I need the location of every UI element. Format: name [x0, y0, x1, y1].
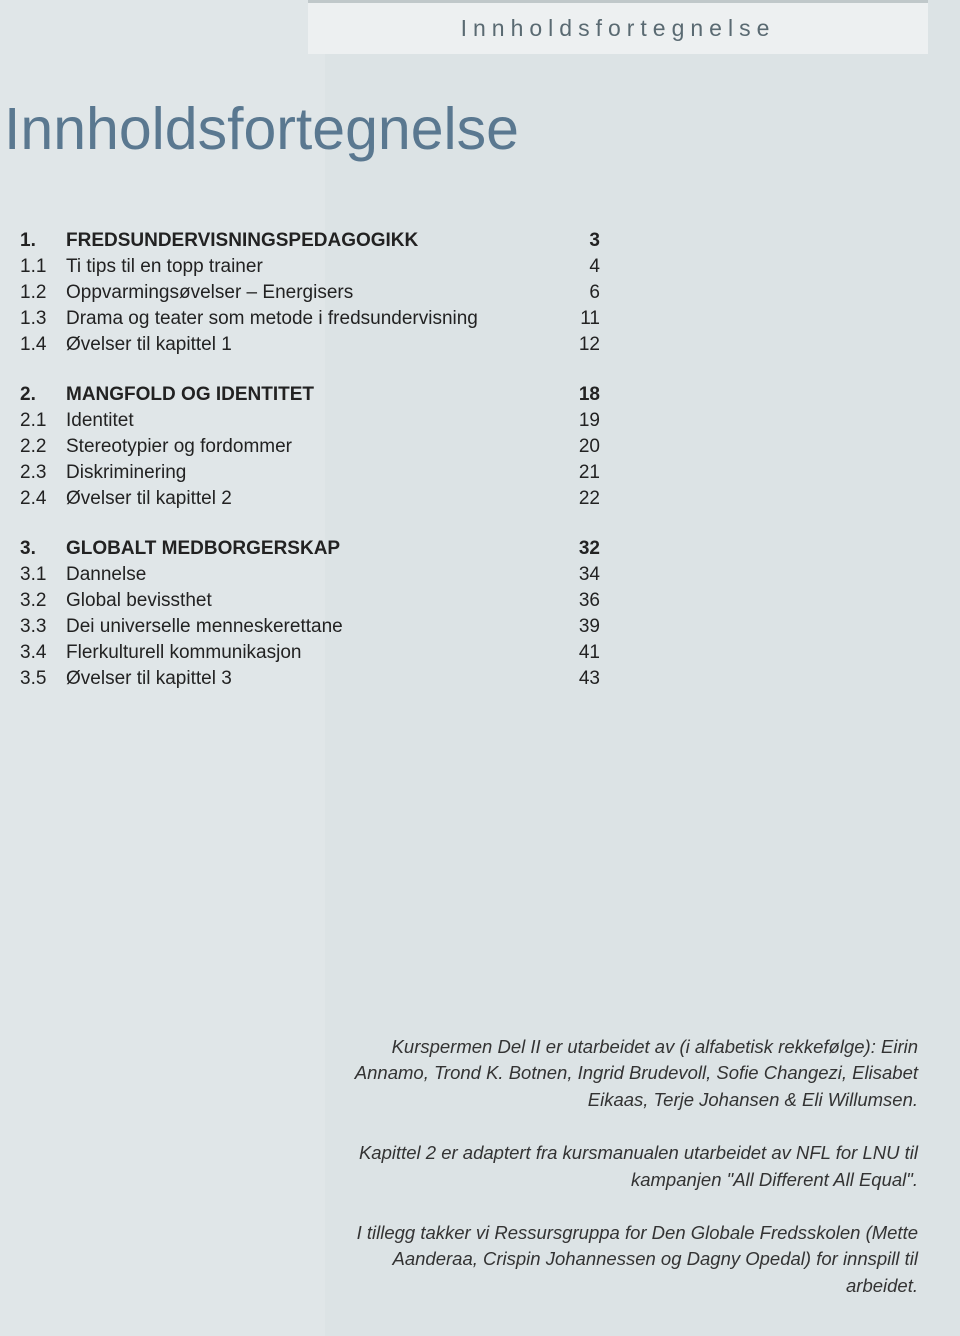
toc-number: 1.4 — [20, 334, 66, 356]
toc-page-number: 43 — [571, 668, 600, 690]
toc-row: 2.3Diskriminering 21 — [20, 462, 600, 484]
toc-row: 2.1Identitet 19 — [20, 410, 600, 432]
page-title: Innholdsfortegnelse — [4, 95, 519, 163]
toc-section: 1.FREDSUNDERVISNINGSPEDAGOGIKK 3 1.1Ti tip… — [20, 230, 600, 356]
toc-row: 2.4Øvelser til kapittel 2 22 — [20, 488, 600, 510]
toc-row: 1.FREDSUNDERVISNINGSPEDAGOGIKK 3 — [20, 230, 600, 252]
toc-label: Global bevissthet — [66, 590, 212, 612]
toc-page-number: 6 — [581, 282, 600, 304]
toc-label: GLOBALT MEDBORGERSKAP — [66, 538, 340, 560]
toc-number: 2.2 — [20, 436, 66, 458]
toc-label: Flerkulturell kommunikasjon — [66, 642, 301, 664]
toc-page-number: 36 — [571, 590, 600, 612]
toc-row: 3.2Global bevissthet 36 — [20, 590, 600, 612]
toc-label: Ti tips til en topp trainer — [66, 256, 263, 278]
toc-page-number: 12 — [571, 334, 600, 356]
toc-label: Identitet — [66, 410, 134, 432]
toc-number: 3. — [20, 538, 66, 560]
toc-label: Dei universelle menneskerettane — [66, 616, 343, 638]
toc-label: Oppvarmingsøvelser – Energisers — [66, 282, 353, 304]
toc-row: 1.2Oppvarmingsøvelser – Energisers 6 — [20, 282, 600, 304]
toc-page-number: 22 — [571, 488, 600, 510]
toc-number: 2.3 — [20, 462, 66, 484]
toc-page-number: 4 — [581, 256, 600, 278]
header-tab: Innholdsfortegnelse — [308, 0, 928, 54]
toc-page-number: 32 — [571, 538, 600, 560]
toc-number: 3.4 — [20, 642, 66, 664]
toc-page-number: 19 — [571, 410, 600, 432]
toc-page-number: 21 — [571, 462, 600, 484]
credits-paragraph: Kapittel 2 er adaptert fra kursmanualen … — [318, 1140, 918, 1194]
toc-number: 3.1 — [20, 564, 66, 586]
toc-row: 2.2Stereotypier og fordommer 20 — [20, 436, 600, 458]
credits-paragraph: I tillegg takker vi Ressursgruppa for De… — [318, 1220, 918, 1300]
toc-page-number: 11 — [572, 308, 600, 330]
toc-row: 3.3Dei universelle menneskerettane 39 — [20, 616, 600, 638]
toc-number: 2.4 — [20, 488, 66, 510]
toc-label: Diskriminering — [66, 462, 186, 484]
toc-number: 3.3 — [20, 616, 66, 638]
toc-row: 3.GLOBALT MEDBORGERSKAP 32 — [20, 538, 600, 560]
toc-number: 1. — [20, 230, 66, 252]
toc-page-number: 34 — [571, 564, 600, 586]
toc-row: 3.1Dannelse 34 — [20, 564, 600, 586]
toc-number: 1.2 — [20, 282, 66, 304]
toc-number: 1.3 — [20, 308, 66, 330]
toc-label: Dannelse — [66, 564, 146, 586]
toc-page-number: 39 — [571, 616, 600, 638]
toc-label: Øvelser til kapittel 3 — [66, 668, 232, 690]
header-tab-label: Innholdsfortegnelse — [461, 15, 776, 42]
toc-label: FREDSUNDERVISNINGSPEDAGOGIKK — [66, 230, 418, 252]
toc-section: 3.GLOBALT MEDBORGERSKAP323.1Dannelse343.… — [20, 538, 600, 690]
toc-section: 2.MANGFOLD OG IDENTITET182.1Identitet192… — [20, 384, 600, 510]
credits-block: Kurspermen Del II er utarbeidet av (i al… — [318, 1034, 918, 1301]
toc-label: MANGFOLD OG IDENTITET — [66, 384, 314, 406]
toc-row: 1.3Drama og teater som metode i fredsund… — [20, 308, 600, 330]
toc-label: Drama og teater som metode i fredsunderv… — [66, 308, 478, 330]
toc-row: 1.1Ti tips til en topp trainer 4 — [20, 256, 600, 278]
toc-page-number: 20 — [571, 436, 600, 458]
toc-page-number: 41 — [571, 642, 600, 664]
table-of-contents: 1.FREDSUNDERVISNINGSPEDAGOGIKK 3 1.1Ti tip… — [20, 230, 600, 718]
toc-label: Øvelser til kapittel 2 — [66, 488, 232, 510]
toc-number: 1.1 — [20, 256, 66, 278]
toc-row: 3.5Øvelser til kapittel 3 43 — [20, 668, 600, 690]
toc-page-number: 18 — [571, 384, 600, 406]
toc-row: 3.4Flerkulturell kommunikasjon 41 — [20, 642, 600, 664]
toc-number: 2.1 — [20, 410, 66, 432]
toc-row: 1.4Øvelser til kapittel 1 12 — [20, 334, 600, 356]
toc-number: 2. — [20, 384, 66, 406]
toc-row: 2.MANGFOLD OG IDENTITET 18 — [20, 384, 600, 406]
toc-page-number: 3 — [581, 230, 600, 252]
toc-number: 3.2 — [20, 590, 66, 612]
toc-number: 3.5 — [20, 668, 66, 690]
credits-paragraph: Kurspermen Del II er utarbeidet av (i al… — [318, 1034, 918, 1114]
toc-label: Stereotypier og fordommer — [66, 436, 292, 458]
toc-label: Øvelser til kapittel 1 — [66, 334, 232, 356]
